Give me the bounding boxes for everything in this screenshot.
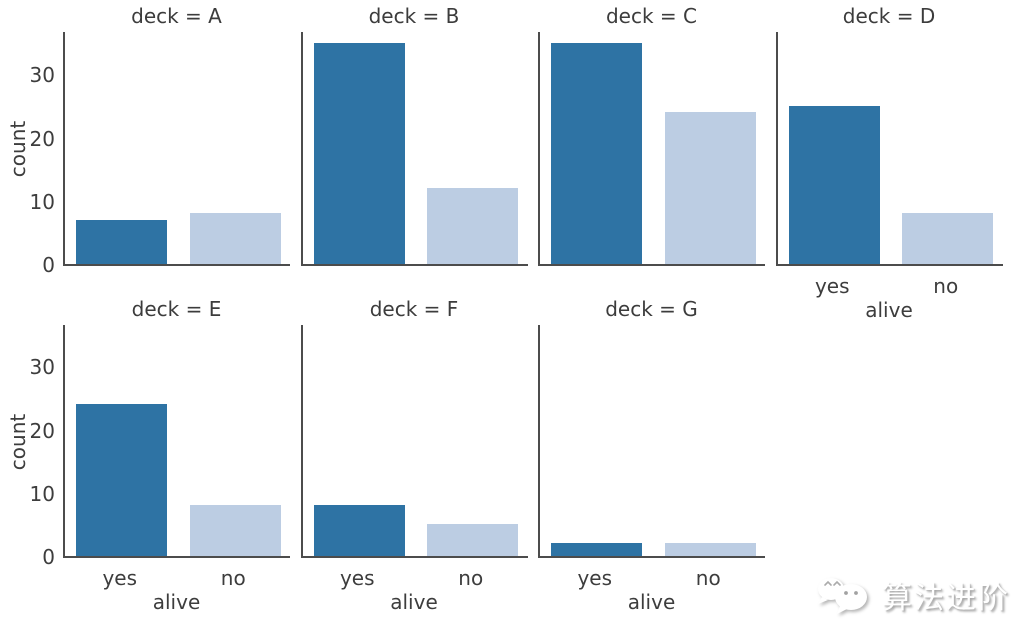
y-axis-label: count	[6, 413, 30, 470]
facet-plot-D	[775, 32, 1003, 266]
bar-yes-A	[76, 219, 168, 264]
facet-plot-A	[63, 32, 290, 266]
facet-plot-B	[300, 32, 528, 266]
x-tick-label-no: no	[933, 274, 959, 298]
bar-no-D	[902, 213, 994, 264]
bar-no-G	[664, 543, 756, 556]
facet-plot-G	[538, 325, 765, 558]
bar-no-B	[427, 188, 519, 264]
facet-plot-C	[538, 32, 765, 266]
y-tick-label: 30	[29, 355, 55, 380]
bar-yes-F	[313, 505, 405, 556]
x-tick-label-no: no	[458, 566, 484, 590]
y-tick-label: 10	[29, 189, 55, 214]
x-axis-label: alive	[627, 590, 676, 614]
bar-no-E	[189, 505, 281, 556]
bar-yes-E	[76, 404, 168, 556]
bar-no-F	[427, 524, 519, 556]
x-axis-label: alive	[152, 590, 201, 614]
bar-yes-B	[313, 42, 405, 264]
bar-yes-G	[551, 543, 643, 556]
y-tick-label: 10	[29, 481, 55, 506]
facet-title-C: deck = C	[605, 4, 697, 28]
x-tick-label-yes: yes	[814, 274, 850, 298]
facet-title-F: deck = F	[369, 297, 459, 321]
facet-title-B: deck = B	[368, 4, 460, 28]
y-tick-label: 0	[42, 253, 55, 278]
facet-title-D: deck = D	[842, 4, 936, 28]
watermark-text: 算法进阶	[882, 581, 1010, 616]
y-tick-label: 0	[42, 545, 55, 570]
y-tick-label: 20	[29, 126, 55, 151]
y-tick-label: 20	[29, 418, 55, 443]
x-tick-label-no: no	[695, 566, 721, 590]
x-axis-label: alive	[390, 590, 438, 614]
x-tick-label-yes: yes	[339, 566, 375, 590]
facet-plot-F	[300, 325, 528, 558]
y-tick-label: 30	[29, 63, 55, 88]
watermark: 算法进阶	[814, 572, 1010, 618]
facet-title-A: deck = A	[131, 4, 222, 28]
wechat-chat-bubbles-icon	[818, 578, 867, 614]
y-axis-label: count	[6, 120, 30, 178]
bar-yes-D	[788, 105, 880, 264]
facet-title-G: deck = G	[605, 297, 698, 321]
x-axis-label: alive	[865, 298, 913, 322]
bar-yes-C	[551, 42, 643, 264]
facet-plot-E	[63, 325, 290, 558]
x-tick-label-no: no	[220, 566, 246, 590]
x-tick-label-yes: yes	[102, 566, 138, 590]
facet-title-E: deck = E	[131, 297, 222, 321]
bar-no-C	[664, 112, 756, 264]
bar-no-A	[189, 213, 281, 264]
x-tick-label-yes: yes	[577, 566, 613, 590]
